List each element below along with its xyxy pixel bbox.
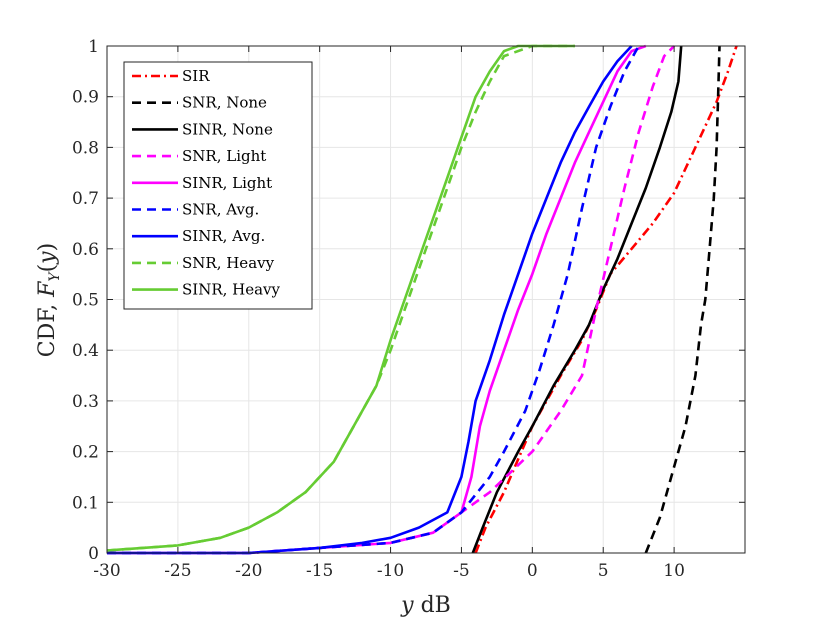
legend-label: SIR (182, 67, 210, 85)
y-tick-label: 0.6 (72, 240, 99, 260)
tick-marks (106, 45, 745, 554)
x-tick-label: 5 (598, 561, 609, 581)
y-tick-label: 0.1 (72, 493, 99, 513)
x-tick-label: 0 (527, 561, 538, 581)
x-tick-label: -5 (453, 561, 470, 581)
y-tick-label: 0.4 (72, 341, 99, 361)
series-line-sinr-heavy (106, 44, 575, 552)
x-tick-label: -25 (164, 561, 191, 581)
x-axis-label: y dB (400, 593, 451, 618)
legend-label: SINR, None (182, 120, 273, 138)
series-line-sir (474, 45, 738, 554)
y-tick-label: 0.5 (72, 291, 99, 311)
y-axis-label: CDF, FY(y) (35, 243, 63, 357)
series-group (106, 44, 738, 555)
y-tick-label: 1 (88, 37, 99, 57)
x-tick-label: -10 (377, 561, 404, 581)
legend-label: SNR, None (182, 94, 267, 112)
y-tick-label: 0.8 (72, 138, 99, 158)
x-tick-label: -20 (235, 561, 262, 581)
tick-labels: -30 -25 -20 -15 -10 -5 0 5 10 0 0.1 0.2 0.3 0.4 0.5 0.6… (72, 37, 685, 581)
y-tick-label: 0.2 (72, 443, 99, 463)
y-tick-label: 0.3 (72, 392, 99, 412)
x-tick-label: 10 (663, 561, 685, 581)
x-tick-label: -15 (306, 561, 333, 581)
legend-label: SNR, Avg. (182, 201, 259, 219)
series-line-snr-avg (107, 45, 640, 555)
x-tick-label: -30 (93, 561, 120, 581)
y-tick-label: 0.7 (72, 189, 99, 209)
legend-label: SNR, Heavy (182, 254, 275, 272)
series-line-sinr-avg (107, 45, 633, 555)
legend-label: SINR, Heavy (182, 281, 281, 299)
y-tick-label: 0 (88, 544, 99, 564)
legend-label: SINR, Avg. (182, 227, 265, 245)
series-line-snr-none (644, 45, 721, 554)
legend-label: SNR, Light (182, 147, 266, 165)
legend-label: SINR, Light (182, 174, 272, 192)
y-tick-label: 0.9 (72, 88, 99, 108)
legend: SIR SNR, None SINR, None SNR, Light SINR, Li… (123, 61, 313, 310)
